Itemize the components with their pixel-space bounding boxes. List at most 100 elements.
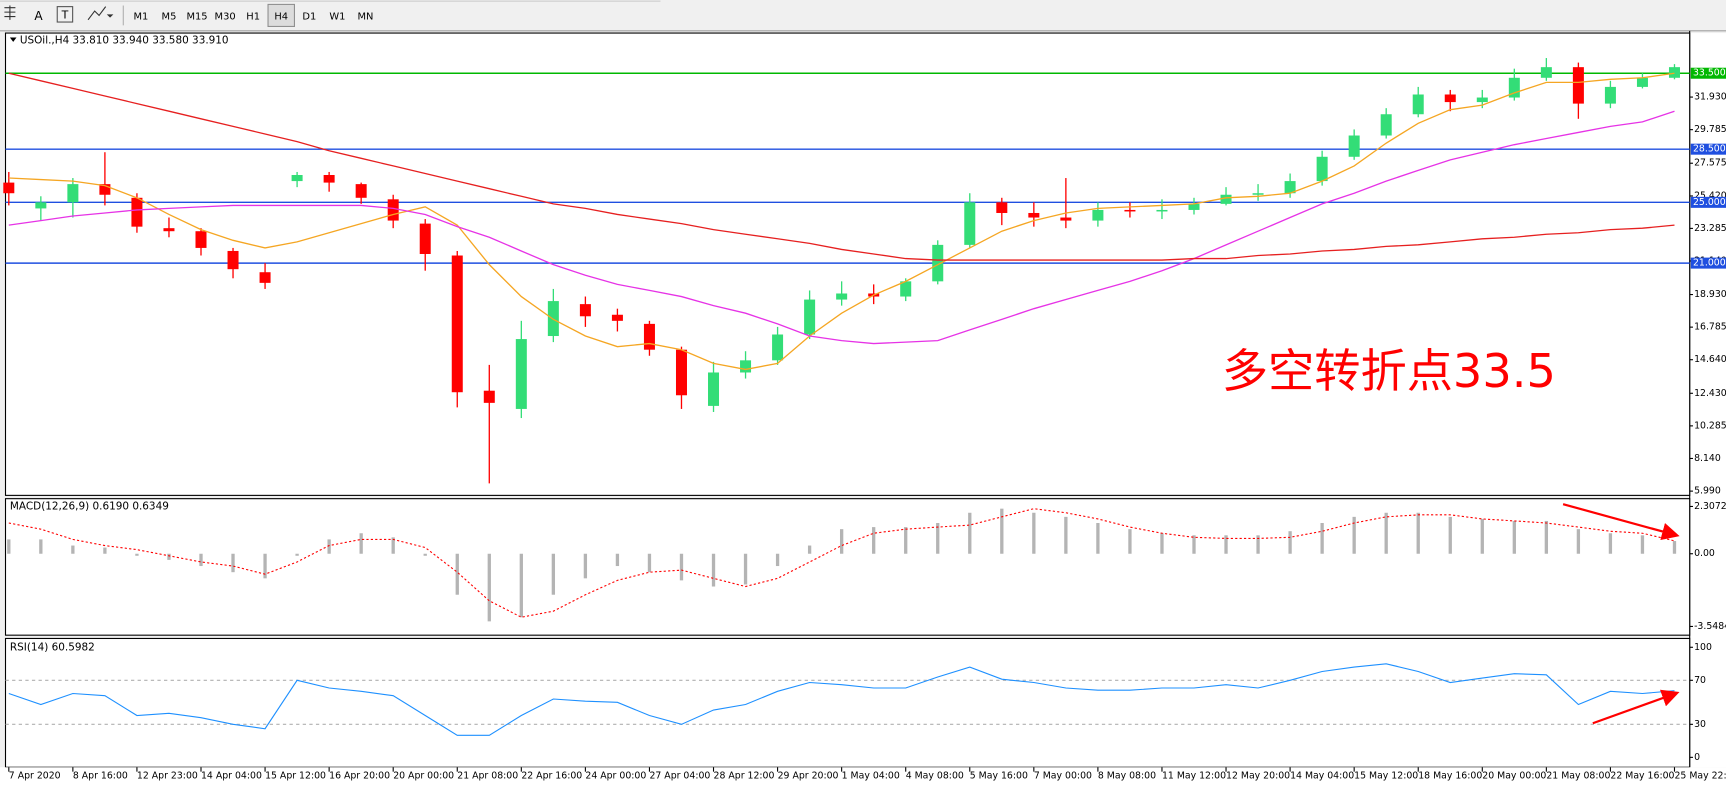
macd-bar: [199, 553, 203, 567]
level-label-box: [1690, 257, 1726, 269]
x-tick-label: 20 May 00:00: [1482, 771, 1546, 782]
macd-bar: [1096, 523, 1100, 554]
rsi-line: [8, 663, 1675, 736]
candle-body: [3, 182, 15, 194]
candle-body: [1060, 217, 1072, 221]
macd-bar: [103, 547, 107, 554]
candle-body: [323, 175, 335, 183]
timeframe-button[interactable]: W1: [329, 12, 345, 23]
candle-body: [740, 360, 752, 373]
moving-average: [8, 110, 1675, 345]
y-tick-label: 31.930: [1694, 92, 1726, 103]
macd-bar: [872, 527, 876, 554]
macd-bar: [1672, 541, 1677, 554]
macd-bar: [1320, 523, 1324, 554]
macd-bar: [1192, 535, 1196, 554]
y-tick-label: 5.990: [1694, 486, 1721, 497]
timeframe-button[interactable]: M15: [186, 12, 207, 23]
y-tick-label: 0: [1694, 752, 1700, 763]
level-label: 21.000: [1693, 258, 1726, 269]
timeframe-button[interactable]: D1: [302, 12, 316, 23]
x-tick-label: 1 May 04:00: [842, 771, 900, 782]
x-tick-label: 24 Apr 00:00: [585, 771, 646, 782]
x-tick-label: 8 May 08:00: [1098, 771, 1156, 782]
macd-bar: [1384, 512, 1388, 554]
crosshair-tool[interactable]: [4, 5, 16, 20]
y-tick-label: -3.5484: [1694, 621, 1726, 632]
y-tick-label: 14.640: [1694, 354, 1726, 365]
x-tick-label: 12 Apr 23:00: [137, 771, 198, 782]
candle-body: [804, 299, 816, 335]
candle-body: [579, 304, 591, 317]
x-tick-label: 15 Apr 12:00: [265, 771, 326, 782]
macd-bar: [1160, 533, 1164, 554]
text-tool[interactable]: T: [56, 6, 74, 23]
timeframe-button[interactable]: H4: [274, 12, 288, 23]
timeframe-button[interactable]: M5: [162, 12, 177, 23]
macd-bar: [295, 553, 299, 556]
candle-body: [1444, 94, 1456, 103]
x-tick-label: 14 May 04:00: [1290, 771, 1354, 782]
macd-bar: [839, 529, 844, 554]
macd-bar: [775, 553, 780, 567]
macd-bar: [39, 539, 43, 554]
macd-bar: [1224, 535, 1228, 554]
tool-button[interactable]: A: [34, 9, 43, 23]
y-tick-label: 10.285: [1694, 420, 1726, 431]
candle-body: [451, 255, 463, 393]
x-tick-label: 7 May 00:00: [1034, 771, 1092, 782]
macd-bar: [1064, 516, 1068, 554]
macd-bar: [1512, 520, 1516, 554]
x-tick-label: 8 Apr 16:00: [73, 771, 128, 782]
candle-body: [1572, 67, 1584, 104]
candle-body: [1156, 209, 1168, 212]
annotation: 多空转折点33.5: [1222, 344, 1556, 398]
x-tick-label: 22 May 16:00: [1610, 771, 1674, 782]
timeframe-button[interactable]: H1: [246, 12, 260, 23]
timeframe-button[interactable]: MN: [357, 12, 373, 23]
y-tick-label: 100: [1694, 642, 1712, 653]
macd-bar: [7, 539, 11, 554]
candle-body: [515, 339, 527, 409]
macd-bar: [1256, 535, 1260, 554]
macd-bar: [968, 512, 972, 554]
level-label: 28.500: [1693, 144, 1726, 155]
timeframe-button[interactable]: M1: [133, 12, 148, 23]
candle-body: [483, 390, 495, 403]
level-label-box: [1690, 196, 1726, 208]
candle-body: [1476, 97, 1488, 103]
macd-bar: [1576, 529, 1581, 554]
candle-body: [932, 244, 944, 282]
candle-body: [419, 223, 431, 254]
y-tick-label: 16.785: [1694, 322, 1726, 333]
level-label-box: [1690, 67, 1726, 79]
macd-bar: [423, 553, 427, 556]
shapes-tool[interactable]: [87, 6, 114, 21]
x-tick-label: 27 Apr 04:00: [649, 771, 710, 782]
x-tick-label: 5 May 16:00: [970, 771, 1028, 782]
timeframe-active: [267, 3, 296, 27]
candle-body: [163, 228, 175, 232]
candle-body: [836, 293, 848, 300]
candle-body: [1604, 86, 1616, 104]
y-tick-label: 12.430: [1694, 388, 1726, 399]
macd-bar: [615, 553, 620, 567]
timeframe-button[interactable]: M30: [215, 12, 236, 23]
macd-bar: [551, 553, 556, 595]
candle-body: [1028, 212, 1040, 218]
x-tick-label: 14 Apr 04:00: [201, 771, 262, 782]
y-tick-label: 23.285: [1694, 223, 1726, 234]
y-tick-label: 70: [1694, 675, 1706, 686]
symbol-menu-icon[interactable]: [9, 37, 17, 42]
macd-bar: [1128, 529, 1132, 554]
candle-body: [259, 272, 271, 283]
macd-bar: [743, 553, 748, 585]
macd-bar: [231, 553, 235, 573]
candle-body: [611, 314, 623, 321]
rsi-panel: [4, 637, 1691, 768]
macd-bar: [391, 537, 395, 554]
x-tick-label: 25 May 22:00: [1674, 771, 1726, 782]
candle-body: [1252, 193, 1264, 195]
candle-body: [1092, 209, 1104, 221]
